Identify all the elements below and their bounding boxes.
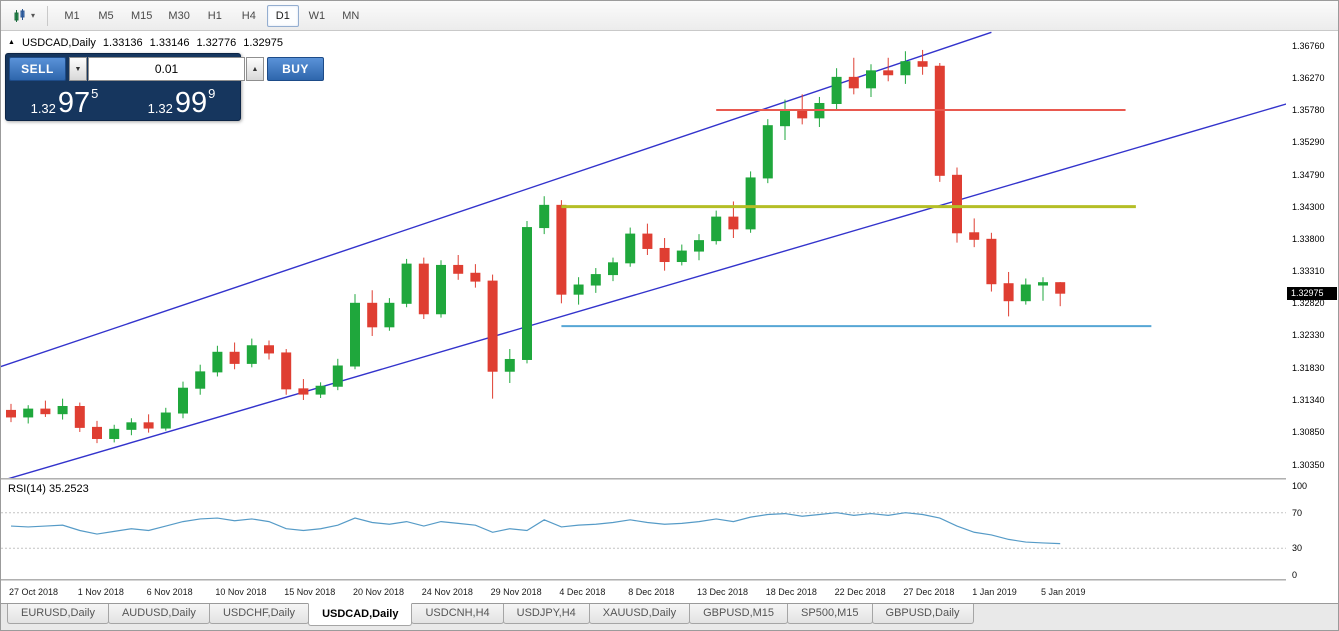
timeframe-button-h1[interactable]: H1 bbox=[207, 9, 222, 22]
trade-panel-prices: 1.32 97 5 1.32 99 9 bbox=[6, 83, 240, 120]
buy-button[interactable]: BUY bbox=[267, 57, 324, 81]
date-axis-label: 29 Nov 2018 bbox=[490, 587, 542, 597]
timeframe-button-h4[interactable]: H4 bbox=[241, 9, 256, 22]
candlestick-chart-icon bbox=[14, 8, 25, 22]
timeframe-button-m30[interactable]: M30 bbox=[168, 9, 190, 22]
dropdown-caret-icon: ▾ bbox=[31, 10, 36, 20]
price-axis-label: 1.33800 bbox=[1292, 234, 1325, 245]
trade-panel-controls: SELL ▼ ▲ BUY bbox=[6, 54, 324, 83]
timeframe-button-m1[interactable]: M1 bbox=[64, 9, 80, 22]
price-axis-label: 1.31340 bbox=[1292, 394, 1325, 405]
caret-down-icon: ▼ bbox=[74, 65, 82, 73]
tab-gbpusd-daily[interactable]: GBPUSD,Daily bbox=[871, 604, 974, 624]
date-axis-label: 1 Nov 2018 bbox=[77, 587, 124, 597]
date-axis-label: 8 Dec 2018 bbox=[628, 587, 675, 597]
rsi-indicator-label: RSI(14) 35.2523 bbox=[8, 483, 89, 495]
price-axis-label: 1.34300 bbox=[1292, 201, 1325, 212]
sell-button[interactable]: SELL bbox=[9, 57, 66, 81]
rsi-axis-label: 100 bbox=[1292, 481, 1308, 491]
price-axis-label: 1.31830 bbox=[1292, 362, 1325, 373]
volume-decrease-button[interactable]: ▼ bbox=[69, 57, 87, 81]
buy-price-pipette: 9 bbox=[208, 86, 216, 101]
current-price-badge: 1.32975 bbox=[1287, 287, 1337, 301]
date-axis-label: 27 Oct 2018 bbox=[9, 587, 59, 597]
one-click-trading-panel: SELL ▼ ▲ BUY 1.32 97 5 1.32 99 9 bbox=[5, 53, 324, 121]
price-axis[interactable]: 1.36760 1.36270 1.35780 1.35290 1.34790 1.343… bbox=[1286, 31, 1338, 603]
tab-usdcad-daily[interactable]: USDCAD,Daily bbox=[308, 603, 413, 626]
date-axis-label: 4 Dec 2018 bbox=[559, 587, 606, 597]
timeframe-button-m15[interactable]: M15 bbox=[131, 9, 153, 22]
sell-price-big-digits: 97 bbox=[57, 87, 91, 120]
date-axis-label: 6 Nov 2018 bbox=[146, 587, 193, 597]
price-axis-label: 1.30350 bbox=[1292, 459, 1325, 470]
buy-price-big-digits: 99 bbox=[174, 87, 208, 120]
tab-usdchf-daily[interactable]: USDCHF,Daily bbox=[208, 604, 310, 624]
volume-control: ▼ ▲ bbox=[69, 57, 264, 81]
volume-input[interactable] bbox=[88, 57, 245, 81]
sell-price-pipette: 5 bbox=[91, 86, 99, 101]
date-axis-label: 10 Nov 2018 bbox=[215, 587, 267, 597]
timeframe-button-mn[interactable]: MN bbox=[342, 9, 360, 22]
rsi-axis-label: 0 bbox=[1292, 570, 1298, 580]
price-axis-label: 1.35290 bbox=[1292, 137, 1325, 147]
date-axis[interactable]: 27 Oct 2018 1 Nov 2018 6 Nov 2018 10 Nov 20… bbox=[1, 581, 1286, 603]
date-axis-label: 15 Nov 2018 bbox=[284, 587, 336, 597]
symbol-name: USDCAD,Daily bbox=[21, 37, 96, 49]
rsi-axis-label: 30 bbox=[1292, 543, 1303, 554]
date-axis-label: 18 Dec 2018 bbox=[765, 587, 817, 597]
date-axis-label: 22 Dec 2018 bbox=[834, 587, 886, 597]
rsi-axis-label: 70 bbox=[1292, 507, 1303, 518]
ohlc-low: 1.32776 bbox=[196, 37, 237, 49]
date-axis-label: 27 Dec 2018 bbox=[903, 587, 955, 597]
ohlc-open: 1.33136 bbox=[102, 37, 143, 49]
buy-price-prefix: 1.32 bbox=[147, 101, 173, 117]
tab-usdcnh-h4[interactable]: USDCNH,H4 bbox=[411, 604, 504, 624]
toolbar: ▾ M1 M5 M15 M30 H1 H4 D1 W1 MN bbox=[1, 1, 1338, 31]
tab-gbpusd-m15[interactable]: GBPUSD,M15 bbox=[689, 604, 789, 624]
chart-type-dropdown[interactable]: ▾ bbox=[7, 5, 40, 27]
price-axis-label: 1.33310 bbox=[1292, 266, 1325, 277]
date-axis-divider bbox=[1, 579, 1338, 581]
sell-price-prefix: 1.32 bbox=[30, 101, 56, 117]
tab-sp500-m15[interactable]: SP500,M15 bbox=[787, 604, 873, 624]
price-axis-label: 1.32330 bbox=[1292, 330, 1325, 341]
toolbar-separator bbox=[47, 5, 49, 26]
date-axis-label: 20 Nov 2018 bbox=[353, 587, 405, 597]
tab-eurusd-daily[interactable]: EURUSD,Daily bbox=[7, 604, 109, 624]
ohlc-high: 1.33146 bbox=[149, 37, 190, 49]
ohlc-close: 1.32975 bbox=[243, 37, 283, 49]
buy-price-display[interactable]: 1.32 99 9 bbox=[123, 83, 240, 120]
sell-price-display[interactable]: 1.32 97 5 bbox=[6, 83, 123, 120]
caret-up-icon: ▲ bbox=[251, 65, 259, 73]
tab-audusd-daily[interactable]: AUDUSD,Daily bbox=[107, 604, 210, 624]
timeframe-buttons: M1 M5 M15 M30 H1 H4 D1 W1 MN bbox=[55, 4, 368, 27]
date-axis-label: 13 Dec 2018 bbox=[697, 587, 749, 597]
chart-title: ▲ USDCAD,Daily 1.33136 1.33146 1.32776 1… bbox=[8, 37, 283, 49]
date-axis-label: 1 Jan 2019 bbox=[972, 587, 1017, 597]
price-axis-label: 1.34790 bbox=[1292, 169, 1325, 180]
price-axis-label: 1.36760 bbox=[1292, 41, 1325, 52]
price-axis-label: 1.35780 bbox=[1292, 105, 1325, 116]
symbol-marker-icon: ▲ bbox=[8, 38, 15, 46]
volume-increase-button[interactable]: ▲ bbox=[246, 57, 264, 81]
price-axis-label: 1.32820 bbox=[1292, 298, 1325, 309]
date-axis-label: 24 Nov 2018 bbox=[421, 587, 473, 597]
tab-usdjpy-h4[interactable]: USDJPY,H4 bbox=[502, 604, 590, 624]
timeframe-button-d1[interactable]: D1 bbox=[266, 4, 299, 27]
indicator-pane-divider[interactable] bbox=[1, 478, 1338, 480]
tab-xauusd-daily[interactable]: XAUUSD,Daily bbox=[588, 604, 691, 624]
chart-tabs: EURUSD,Daily AUDUSD,Daily USDCHF,Daily USDC… bbox=[1, 603, 1338, 630]
price-axis-label: 1.30850 bbox=[1292, 426, 1325, 437]
date-axis-label: 5 Jan 2019 bbox=[1041, 587, 1086, 597]
timeframe-button-m5[interactable]: M5 bbox=[98, 9, 114, 22]
price-axis-label: 1.36270 bbox=[1292, 73, 1325, 84]
timeframe-button-w1[interactable]: W1 bbox=[308, 9, 326, 22]
